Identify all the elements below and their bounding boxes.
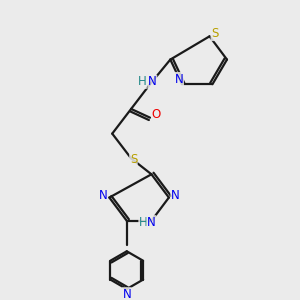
Text: S: S — [130, 153, 137, 166]
Text: S: S — [211, 28, 218, 40]
Text: N: N — [148, 75, 157, 88]
Text: N: N — [99, 189, 107, 202]
Text: N: N — [122, 288, 131, 300]
Text: N: N — [171, 189, 180, 202]
Text: H: H — [137, 75, 146, 88]
Text: O: O — [152, 108, 161, 121]
Text: H: H — [139, 216, 148, 229]
Text: N: N — [147, 216, 156, 229]
Text: N: N — [175, 73, 183, 85]
